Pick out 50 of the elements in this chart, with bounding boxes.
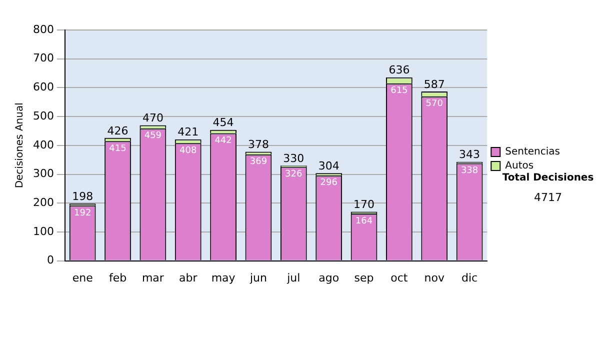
legend-label: Autos: [505, 160, 534, 172]
data-label: 326: [285, 170, 303, 180]
x-tick-label: sep: [354, 271, 374, 284]
data-label: 415: [109, 144, 126, 154]
text: Total Decisiones: [502, 172, 594, 184]
data-label: 296: [320, 178, 338, 188]
y-tick-label: 400: [32, 138, 54, 152]
total-label: 378: [248, 138, 269, 152]
data-label: 164: [355, 216, 373, 226]
total-label: 330: [283, 152, 304, 165]
y-tick-label: 800: [32, 22, 54, 36]
x-tick-label: dic: [462, 271, 478, 284]
y-tick-label: 600: [32, 80, 54, 94]
total-label: 198: [72, 190, 94, 204]
data-label: 192: [74, 208, 92, 218]
x-tick-label: abr: [178, 271, 198, 284]
total-label: 304: [318, 159, 340, 172]
y-axis-title: Decisiones Anual: [14, 102, 26, 188]
data-label: 459: [144, 131, 162, 142]
total-label: 421: [178, 126, 199, 139]
x-tick-label: feb: [108, 271, 127, 284]
text: 4717: [534, 190, 562, 204]
total-label: 426: [107, 124, 128, 138]
y-tick-label: 200: [32, 196, 54, 209]
data-label: 338: [460, 166, 478, 176]
legend-label: Sentencias: [505, 146, 560, 158]
data-label: 369: [250, 157, 268, 168]
x-tick-label: may: [211, 271, 236, 284]
x-tick-label: ene: [72, 271, 94, 284]
y-tick-label: 300: [32, 167, 54, 180]
data-label: 570: [426, 99, 444, 110]
data-label: 442: [214, 136, 232, 146]
total-label: 636: [388, 64, 410, 77]
y-tick-label: 0: [46, 254, 54, 267]
x-tick-label: mar: [142, 271, 164, 284]
x-tick-label: jul: [286, 271, 300, 284]
total-label: 343: [459, 148, 480, 162]
x-tick-label: nov: [424, 271, 445, 284]
y-tick-label: 500: [32, 109, 54, 122]
total-label: 454: [212, 116, 234, 130]
data-label: 615: [390, 86, 408, 96]
x-tick-label: jun: [248, 271, 268, 284]
total-label: 587: [424, 78, 445, 91]
y-tick-label: 700: [32, 52, 54, 65]
data-label: 408: [180, 146, 197, 156]
total-label: 170: [354, 198, 375, 212]
x-tick-label: ago: [318, 271, 340, 284]
y-tick-label: 100: [32, 224, 54, 238]
total-label: 470: [142, 112, 164, 125]
x-tick-label: oct: [390, 271, 408, 284]
